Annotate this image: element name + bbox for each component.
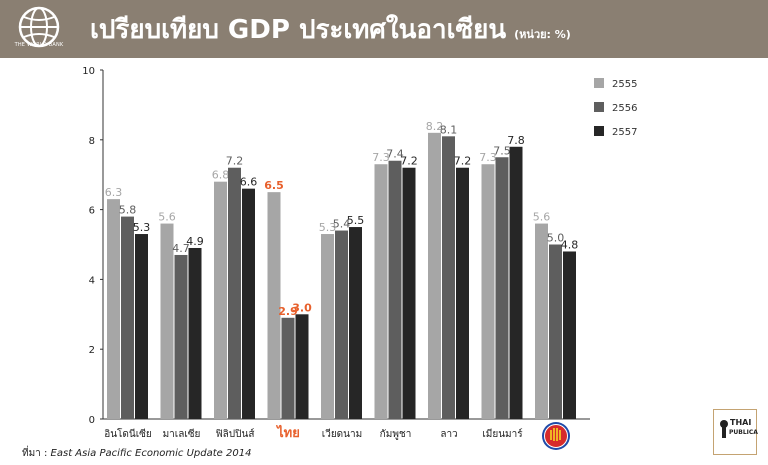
keyhole-icon: [720, 420, 728, 428]
data-label: 5.6: [158, 211, 176, 224]
bar: [428, 132, 441, 419]
y-tick-label: 2: [89, 345, 95, 356]
bar: [107, 199, 120, 419]
data-label: 4.7: [172, 242, 190, 255]
unit-label: (หน่วย: %): [514, 28, 571, 41]
data-label: 4.9: [186, 235, 204, 248]
page-title: เปรียบเทียบ GDP ประเทศในอาเซียน (หน่วย: %…: [90, 9, 571, 50]
y-tick-label: 0: [89, 415, 95, 426]
category-label: ไทย: [275, 424, 300, 441]
bar: [121, 216, 134, 419]
category-label: ฟิลิปปินส์: [215, 428, 254, 440]
brand-line1: THAI: [730, 418, 752, 427]
logo-text: THE WORLD BANK: [14, 42, 64, 48]
y-tick-label: 10: [82, 66, 95, 77]
bar: [174, 254, 188, 419]
data-label: 6.3: [105, 186, 123, 199]
data-label: 7.2: [226, 155, 244, 168]
data-label: 5.6: [533, 211, 551, 224]
bar: [442, 136, 455, 419]
bar: [535, 223, 548, 419]
category-label: อินโดนีเซีย: [104, 427, 152, 440]
category-label: มาเลเซีย: [163, 428, 201, 440]
bar: [281, 317, 295, 419]
legend-swatch: [594, 126, 604, 136]
data-label: 7.2: [454, 155, 472, 168]
bar: [135, 234, 148, 419]
legend-label: 2556: [612, 103, 637, 114]
bar: [402, 167, 416, 419]
category-label: เวียดนาม: [322, 428, 362, 440]
asean-emblem-rice: [550, 428, 561, 441]
y-tick-label: 4: [89, 275, 95, 286]
data-label: 6.6: [240, 176, 258, 189]
legend-label: 2557: [612, 127, 637, 138]
data-label: 5.3: [133, 221, 151, 234]
bar: [295, 314, 309, 419]
source-note: ที่มา : East Asia Pacific Economic Updat…: [22, 446, 251, 461]
bar: [456, 167, 469, 419]
data-label: 5.0: [547, 232, 565, 245]
category-label: เมียนมาร์: [482, 428, 523, 440]
data-label: 7.2: [400, 155, 418, 168]
bar: [374, 164, 388, 419]
header-bar: THE WORLD BANK เปรียบเทียบ GDP ประเทศในอ…: [0, 0, 768, 58]
data-label: 6.8: [212, 169, 230, 182]
data-label: 8.1: [440, 123, 458, 136]
legend-label: 2555: [612, 79, 637, 90]
category-label: ลาว: [440, 429, 457, 440]
category-label: กัมพูชา: [380, 429, 412, 440]
y-tick-label: 6: [89, 206, 95, 217]
thaipublica-logo: THAI PUBLICA: [713, 409, 758, 455]
bar: [160, 223, 174, 419]
data-label: 7.3: [372, 151, 390, 164]
bar: [509, 146, 523, 419]
bar: [242, 188, 255, 419]
bar: [267, 192, 281, 419]
bar: [321, 234, 334, 419]
source-label: ที่มา :: [22, 448, 48, 459]
data-label: 8.2: [426, 120, 444, 133]
asean-emblem-center: [544, 424, 568, 448]
data-label: 3.0: [292, 301, 312, 314]
data-label: 7.5: [493, 144, 511, 157]
asean-emblem-icon: [542, 422, 570, 450]
bar: [549, 244, 562, 419]
data-label: 5.5: [347, 214, 365, 227]
title-text: เปรียบเทียบ GDP ประเทศในอาเซียน: [90, 15, 507, 45]
data-label: 2.9: [278, 305, 298, 318]
bar: [188, 247, 202, 419]
data-label: 5.8: [119, 204, 137, 217]
bar: [495, 157, 509, 419]
data-label: 4.8: [561, 238, 579, 251]
bar: [228, 167, 241, 419]
data-label: 6.5: [264, 179, 284, 192]
gdp-bar-chart: 0 2 4 6 8 10 6.3 5.8 5.3 อินโดนีเซีย 5.6 4.74.9 มาเล…: [82, 66, 637, 450]
bar: [335, 230, 348, 419]
bar: [349, 227, 362, 419]
brand-line2: PUBLICA: [729, 429, 758, 436]
bar: [481, 164, 495, 419]
source-text: East Asia Pacific Economic Update 2014: [50, 448, 252, 459]
keyhole-stem: [722, 426, 726, 438]
bar: [388, 160, 402, 419]
data-label: 5.4: [333, 218, 351, 231]
legend-swatch: [594, 102, 604, 112]
bar: [214, 181, 227, 419]
y-tick-label: 8: [89, 136, 95, 147]
data-label: 7.3: [479, 151, 497, 164]
legend-swatch: [594, 78, 604, 88]
data-label: 7.4: [386, 148, 404, 161]
world-bank-globe-icon: [18, 6, 60, 48]
data-label: 5.3: [319, 221, 337, 234]
bar: [563, 251, 576, 419]
data-label: 7.8: [507, 134, 525, 147]
